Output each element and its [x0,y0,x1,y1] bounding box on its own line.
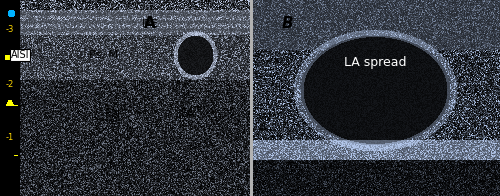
Text: IPE: IPE [142,18,158,29]
Text: FA: FA [180,107,195,120]
Text: AISI: AISI [11,50,29,60]
Text: B: B [282,16,294,31]
Text: Ps. M.: Ps. M. [88,50,122,60]
Text: LA spread: LA spread [344,56,406,69]
Text: -2: -2 [6,80,14,89]
Text: FN: FN [104,107,121,120]
Text: -1: -1 [6,133,14,142]
Text: A: A [144,16,156,31]
Text: -3: -3 [6,25,14,34]
